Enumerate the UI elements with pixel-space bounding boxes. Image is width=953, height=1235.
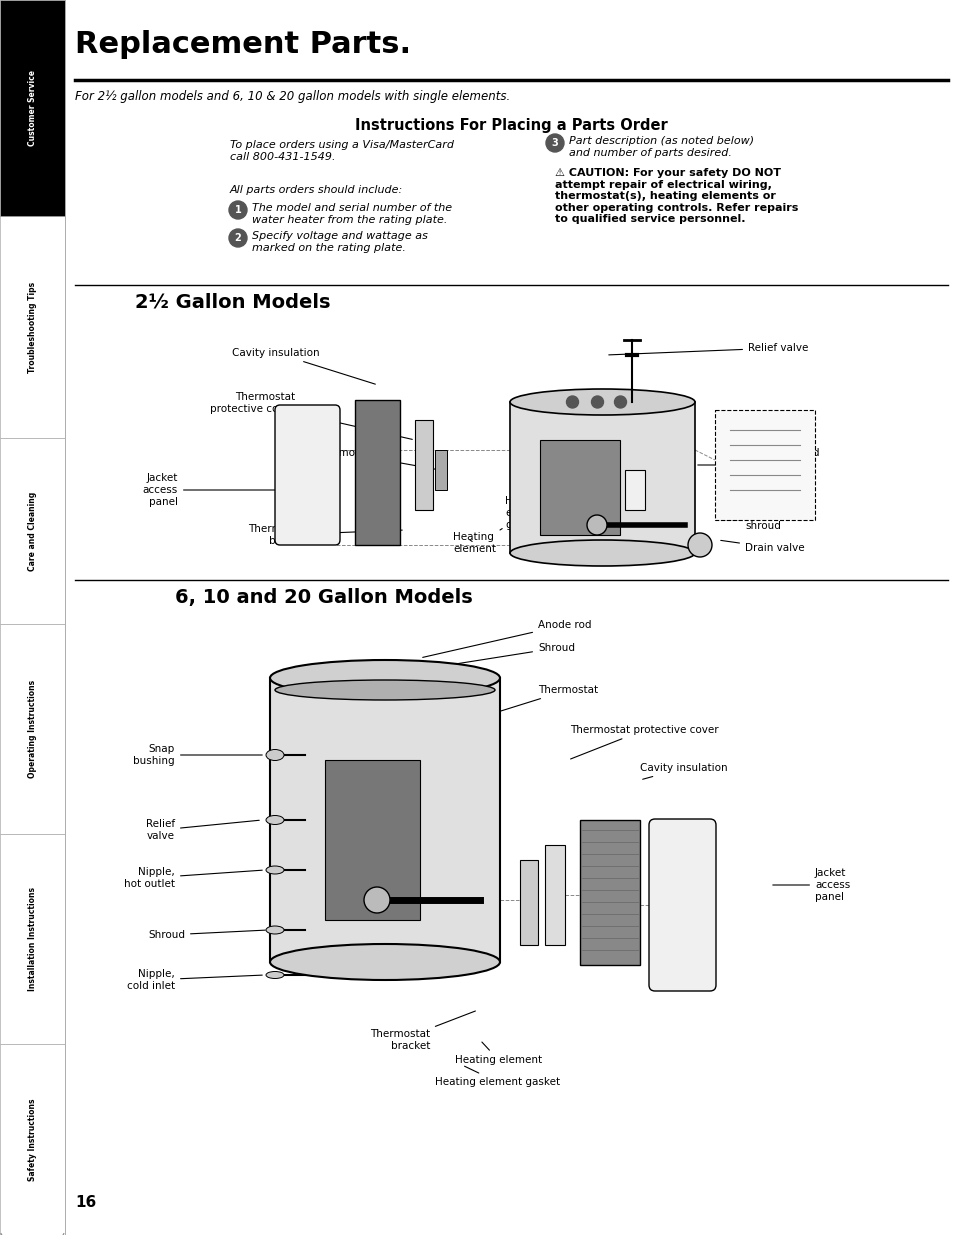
Ellipse shape	[270, 659, 499, 697]
Bar	[624, 471, 644, 510]
Text: Cavity insulation: Cavity insulation	[639, 763, 727, 779]
Text: 6, 10 and 20 Gallon Models: 6, 10 and 20 Gallon Models	[174, 588, 472, 606]
Bar	[510, 403, 695, 553]
Text: Snap
bushing: Snap bushing	[133, 745, 262, 766]
Text: Shroud: Shroud	[148, 930, 265, 940]
Circle shape	[364, 887, 390, 913]
Text: Thermostat
protective cover: Thermostat protective cover	[210, 393, 412, 440]
Text: Instructions For Placing a Parts Order: Instructions For Placing a Parts Order	[355, 119, 667, 133]
Text: Relief valve: Relief valve	[608, 343, 807, 354]
Ellipse shape	[266, 866, 284, 874]
Text: 2: 2	[234, 233, 241, 243]
FancyBboxPatch shape	[648, 819, 716, 990]
Ellipse shape	[510, 540, 695, 566]
Text: Specify voltage and wattage as
marked on the rating plate.: Specify voltage and wattage as marked on…	[252, 231, 428, 253]
Bar	[355, 400, 399, 545]
Text: Jacket
access
panel: Jacket access panel	[772, 868, 849, 902]
Circle shape	[614, 396, 626, 408]
Text: Thermostat protective cover: Thermostat protective cover	[569, 725, 718, 760]
Bar	[325, 760, 419, 920]
Text: Operating Instructions: Operating Instructions	[28, 679, 37, 778]
Text: The model and serial number of the
water heater from the rating plate.: The model and serial number of the water…	[252, 203, 452, 225]
Ellipse shape	[266, 972, 284, 978]
Bar	[0, 624, 65, 834]
Bar	[270, 678, 499, 962]
Text: Nipple,
hot outlet: Nipple, hot outlet	[124, 867, 262, 889]
Circle shape	[566, 396, 578, 408]
Text: All parts orders should include:: All parts orders should include:	[230, 185, 403, 195]
Text: For 2½ gallon models and 6, 10 & 20 gallon models with single elements.: For 2½ gallon models and 6, 10 & 20 gall…	[74, 90, 510, 103]
Text: Installation Instructions: Installation Instructions	[28, 887, 37, 990]
Text: 16: 16	[74, 1195, 96, 1210]
FancyBboxPatch shape	[714, 410, 814, 520]
Text: Shroud: Shroud	[433, 643, 575, 668]
Ellipse shape	[274, 680, 495, 700]
Ellipse shape	[266, 815, 284, 825]
Circle shape	[545, 135, 563, 152]
FancyBboxPatch shape	[274, 405, 339, 545]
Bar	[0, 0, 65, 216]
Ellipse shape	[266, 926, 284, 934]
Text: Electrical cord
set (120 VAC
models only): Electrical cord set (120 VAC models only…	[697, 448, 819, 482]
Text: Part description (as noted below)
and number of parts desired.: Part description (as noted below) and nu…	[568, 136, 753, 158]
Text: 3: 3	[551, 138, 558, 148]
Circle shape	[229, 201, 247, 219]
Text: Jacket
access
panel: Jacket access panel	[143, 473, 277, 506]
Bar	[415, 420, 433, 510]
Text: Troubleshooting Tips: Troubleshooting Tips	[28, 282, 37, 373]
Circle shape	[591, 396, 603, 408]
Bar	[0, 1044, 65, 1235]
Text: Relief
valve: Relief valve	[146, 819, 259, 841]
Bar	[0, 438, 65, 624]
Text: To place orders using a Visa/MasterCard
call 800-431-1549.: To place orders using a Visa/MasterCard …	[230, 140, 454, 162]
Text: Heating
element
gasket: Heating element gasket	[499, 496, 547, 530]
Circle shape	[586, 515, 606, 535]
Bar	[519, 860, 537, 945]
Text: Heating
element: Heating element	[453, 532, 496, 553]
Text: Nipple,
cold inlet: Nipple, cold inlet	[127, 969, 262, 990]
Text: 1: 1	[234, 205, 241, 215]
Circle shape	[229, 228, 247, 247]
Ellipse shape	[266, 750, 284, 761]
Bar	[539, 440, 619, 535]
Text: Anode rod: Anode rod	[422, 620, 591, 657]
Bar	[579, 820, 639, 965]
Text: Customer Service: Customer Service	[28, 70, 37, 146]
Text: Drain valve
shroud: Drain valve shroud	[720, 509, 803, 531]
Text: Drain valve: Drain valve	[720, 541, 803, 553]
Bar	[544, 845, 564, 945]
Text: Thermostat
bracket: Thermostat bracket	[248, 524, 402, 546]
Text: Thermostat
bracket: Thermostat bracket	[370, 1011, 475, 1051]
Bar	[0, 216, 65, 438]
Text: Safety Instructions: Safety Instructions	[28, 1098, 37, 1181]
Text: Heating element: Heating element	[455, 1042, 541, 1065]
Text: Care and Cleaning: Care and Cleaning	[28, 492, 37, 571]
Text: Thermostat: Thermostat	[442, 685, 598, 729]
Text: Heating element gasket: Heating element gasket	[435, 1066, 559, 1087]
Text: Cavity insulation: Cavity insulation	[233, 348, 375, 384]
Text: 2½ Gallon Models: 2½ Gallon Models	[134, 293, 330, 312]
Circle shape	[687, 534, 711, 557]
Text: Replacement Parts.: Replacement Parts.	[74, 30, 411, 59]
Ellipse shape	[510, 389, 695, 415]
Bar	[435, 450, 447, 490]
Ellipse shape	[270, 944, 499, 981]
Text: ⚠ CAUTION: For your safety DO NOT
attempt repair of electrical wiring,
thermosta: ⚠ CAUTION: For your safety DO NOT attemp…	[555, 168, 798, 225]
Text: Thermostat: Thermostat	[314, 448, 436, 469]
Bar	[0, 834, 65, 1044]
